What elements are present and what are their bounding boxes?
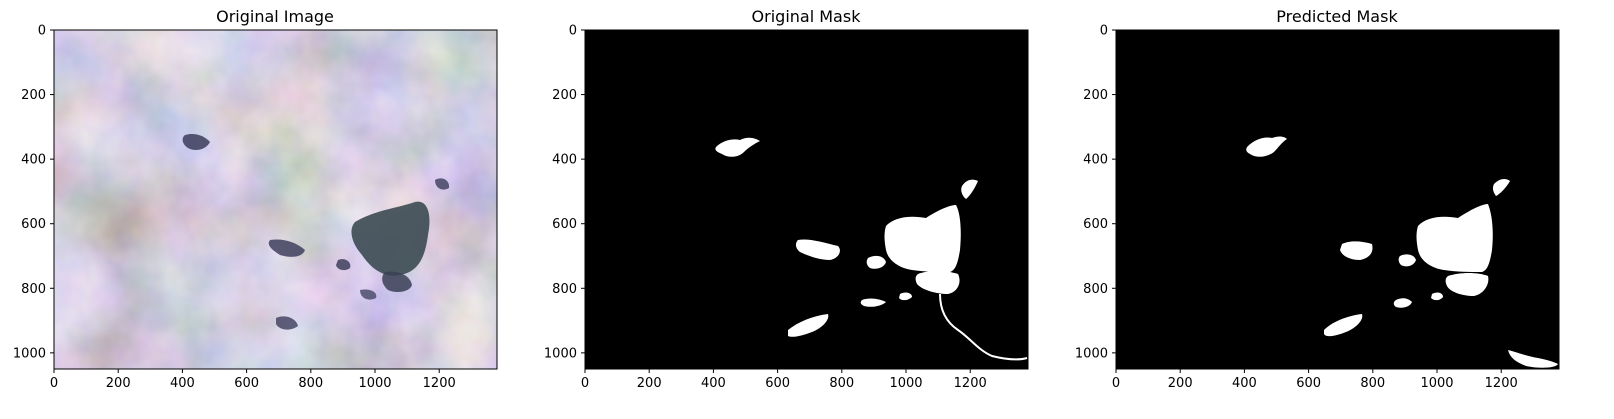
x-tick-label: 0	[1112, 376, 1120, 391]
y-tick-label: 600	[1083, 217, 1108, 232]
x-tick-label: 1200	[423, 376, 456, 391]
y-tick-label: 800	[21, 282, 46, 297]
x-tick-label: 1000	[358, 376, 391, 391]
x-tick-label: 400	[170, 376, 195, 391]
axes-frame	[53, 29, 498, 370]
x-tick-label: 800	[298, 376, 323, 391]
x-tick-label: 800	[829, 376, 854, 391]
x-tick-label: 0	[581, 376, 589, 391]
x-tick-label: 200	[637, 376, 662, 391]
x-tick-label: 400	[701, 376, 726, 391]
x-tick-label: 600	[1296, 376, 1321, 391]
x-tick-label: 400	[1232, 376, 1257, 391]
axes-frame	[1115, 29, 1560, 370]
y-tick-label: 400	[21, 153, 46, 168]
x-tick-label: 1000	[1420, 376, 1453, 391]
x-tick-label: 600	[234, 376, 259, 391]
panel-original-image: Original Image 0 200 400 600 800 1000 1200 0 200…	[13, 7, 498, 392]
x-tick-label: 1200	[954, 376, 987, 391]
x-tick-label: 1000	[889, 376, 922, 391]
panel-title-predicted-mask: Predicted Mask	[1276, 7, 1398, 26]
y-tick-label: 1000	[544, 346, 577, 361]
y-tick-label: 0	[569, 24, 577, 39]
satellite-image	[54, 30, 497, 369]
panel-title-original-mask: Original Mask	[752, 7, 862, 26]
axis-ticks: 0 200 400 600 800 1000 1200 0 200 400 600 800 1000	[1075, 24, 1518, 392]
y-tick-label: 800	[1083, 282, 1108, 297]
x-tick-label: 800	[1360, 376, 1385, 391]
mask-regions	[715, 137, 978, 337]
mask-regions	[1246, 136, 1558, 368]
x-tick-label: 200	[1168, 376, 1193, 391]
x-tick-label: 0	[50, 376, 58, 391]
axis-ticks: 0 200 400 600 800 1000 1200 0 200 400 600 800 1000	[544, 24, 987, 392]
y-tick-label: 0	[1100, 24, 1108, 39]
y-tick-label: 600	[552, 217, 577, 232]
y-tick-label: 400	[552, 153, 577, 168]
axis-ticks: 0 200 400 600 800 1000 1200 0 200 400 600 800 1000	[13, 24, 456, 392]
mask-river	[939, 293, 1028, 361]
x-tick-label: 200	[106, 376, 131, 391]
y-tick-label: 200	[21, 88, 46, 103]
panel-title-original-image: Original Image	[216, 7, 334, 26]
mask-background	[1116, 30, 1559, 369]
y-tick-label: 200	[552, 88, 577, 103]
y-tick-label: 400	[1083, 153, 1108, 168]
y-tick-label: 600	[21, 217, 46, 232]
mask-background	[585, 30, 1028, 369]
y-tick-label: 0	[38, 24, 46, 39]
axes-frame	[584, 29, 1029, 370]
y-tick-label: 1000	[1075, 346, 1108, 361]
x-tick-label: 600	[765, 376, 790, 391]
x-tick-label: 1200	[1485, 376, 1518, 391]
y-tick-label: 800	[552, 282, 577, 297]
y-tick-label: 1000	[13, 346, 46, 361]
panel-predicted-mask: Predicted Mask 0 200 400 600 800 1000 1200 0 200…	[1075, 7, 1560, 392]
y-tick-label: 200	[1083, 88, 1108, 103]
panel-original-mask: Original Mask 0 200 400 600 800 1000 1200 0 200 4…	[544, 7, 1029, 392]
